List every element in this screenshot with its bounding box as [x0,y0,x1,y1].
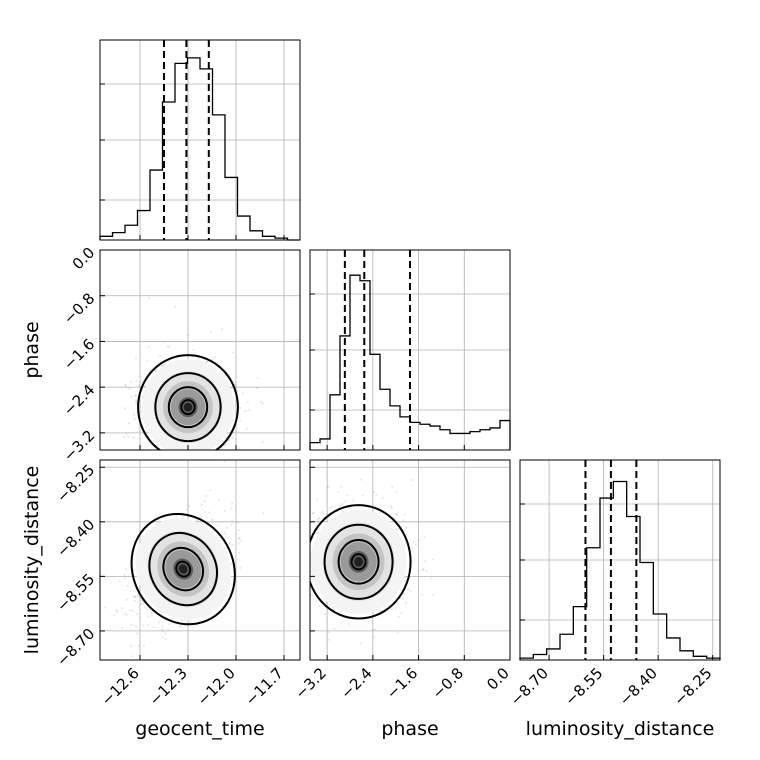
panel-frame [519,459,721,661]
y-tick-label: −1.6 [60,335,98,373]
histogram-geocent-time [99,57,300,241]
contour-line [154,372,222,443]
panel-frame [309,459,511,661]
x-axis-label-luminosity-distance: luminosity_distance [526,718,715,740]
contour-line [310,504,412,620]
contour-line [337,539,380,585]
x-tick-label: 0.0 [483,664,513,694]
scatter-panel-geocent-time-vs-luminosity-distance [99,459,301,661]
x-tick-label: −11.7 [242,664,287,709]
contour-line [350,553,367,571]
contour-line [130,512,236,626]
hist-panel-luminosity-distance [519,459,721,661]
x-tick-label: −3.2 [291,664,329,702]
x-axis-label-geocent-time: geocent_time [135,718,264,740]
x-tick-label: −8.25 [670,664,715,709]
contour-line [323,523,394,600]
panel-frame [309,249,511,451]
panel-frame [99,249,301,451]
hist-panel-geocent-time [99,39,301,241]
x-tick-label: −12.0 [194,664,239,709]
x-tick-label: −12.6 [98,664,143,709]
contour-line [180,399,196,416]
panel-frame [99,459,301,661]
panel-frame [99,39,301,241]
contour-line [167,386,209,429]
y-tick-label: −2.4 [60,381,98,419]
x-tick-label: −8.55 [561,664,606,709]
density-level [354,557,363,567]
x-tick-label: −1.6 [383,664,421,702]
x-axis-label-phase: phase [381,718,438,740]
scatter-panel-geocent-time-vs-phase [99,249,301,451]
y-tick-label: −0.8 [60,289,98,327]
histogram-luminosity-distance [519,480,721,660]
y-tick-label: −8.55 [53,570,98,615]
hist-panel-phase [309,249,511,451]
x-tick-label: −8.70 [507,664,552,709]
x-tick-label: −2.4 [337,664,375,702]
y-tick-label: −8.70 [53,625,98,670]
scatter-panel-phase-vs-luminosity-distance [309,459,511,661]
y-axis-label-phase: phase [21,321,43,378]
contour-line [137,354,239,450]
density-level [178,564,188,574]
y-tick-label: −8.40 [53,515,98,560]
x-tick-label: −12.3 [146,664,191,709]
y-tick-label: 0.0 [69,244,99,274]
contour-line [148,532,218,607]
x-tick-label: −0.8 [429,664,467,702]
contour-line [175,560,192,578]
density-level [183,402,193,412]
y-axis-label-luminosity-distance: luminosity_distance [21,466,43,655]
y-tick-label: −8.25 [53,461,98,506]
x-tick-label: −8.40 [616,664,661,709]
y-tick-label: −3.2 [60,426,98,464]
contour-line [162,546,205,592]
